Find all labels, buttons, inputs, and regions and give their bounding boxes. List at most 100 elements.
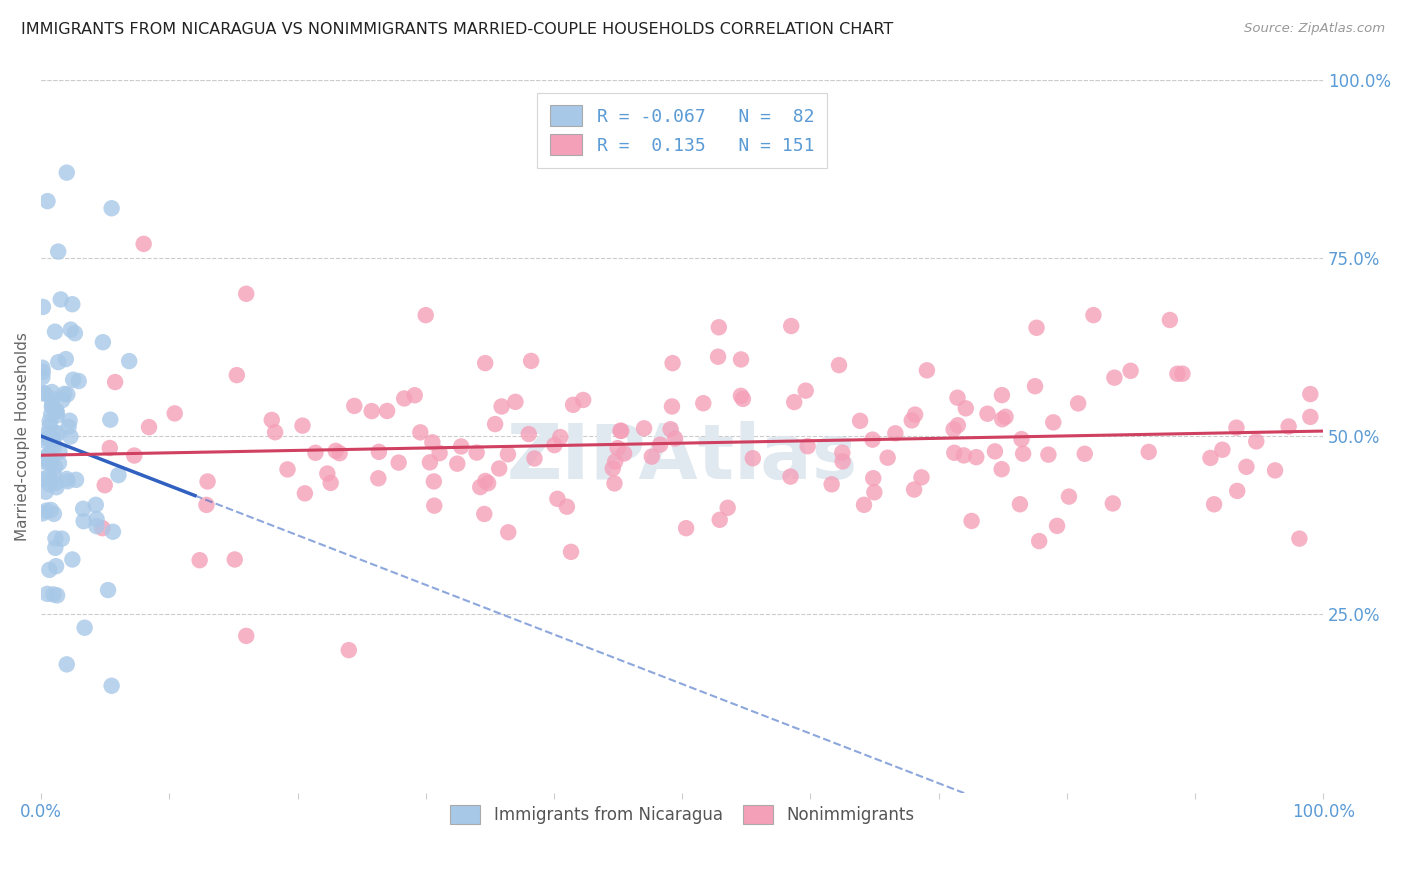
Point — [58, 419, 80, 434]
Point — [422, 435, 444, 450]
Point — [59, 323, 82, 337]
Point — [31, 370, 53, 384]
Point — [31, 365, 53, 379]
Point — [661, 400, 683, 414]
Point — [943, 446, 966, 460]
Point — [37, 448, 59, 462]
Point — [613, 446, 636, 460]
Point — [707, 320, 730, 334]
Point — [360, 404, 382, 418]
Point — [1024, 379, 1046, 393]
Point — [44, 425, 66, 440]
Point — [409, 425, 432, 440]
Point — [1278, 419, 1301, 434]
Point — [1137, 445, 1160, 459]
Point — [51, 532, 73, 546]
Point — [955, 401, 977, 416]
Point — [107, 468, 129, 483]
Point — [48, 456, 70, 470]
Point — [1202, 497, 1225, 511]
Point — [316, 467, 339, 481]
Point — [51, 393, 73, 408]
Point — [1225, 420, 1247, 434]
Point — [93, 478, 115, 492]
Point — [602, 461, 624, 475]
Point — [641, 450, 664, 464]
Point — [291, 418, 314, 433]
Point — [605, 454, 627, 468]
Point — [609, 424, 631, 438]
Point — [42, 507, 65, 521]
Point — [337, 643, 360, 657]
Point — [884, 426, 907, 441]
Point — [821, 477, 844, 491]
Point — [84, 498, 107, 512]
Point — [546, 491, 568, 506]
Point — [780, 318, 803, 333]
Point — [60, 297, 83, 311]
Point — [946, 418, 969, 433]
Point — [325, 443, 347, 458]
Point — [72, 501, 94, 516]
Point — [38, 563, 60, 577]
Point — [31, 360, 53, 375]
Point — [35, 456, 58, 470]
Point — [42, 433, 65, 447]
Point — [1038, 448, 1060, 462]
Point — [38, 448, 60, 462]
Point — [264, 425, 287, 440]
Point — [523, 451, 546, 466]
Point — [98, 441, 121, 455]
Point — [1101, 496, 1123, 510]
Point — [73, 621, 96, 635]
Point — [138, 420, 160, 434]
Point — [46, 244, 69, 259]
Point — [56, 475, 79, 489]
Point — [34, 452, 56, 467]
Point — [783, 395, 806, 409]
Point — [31, 507, 53, 521]
Point — [709, 513, 731, 527]
Point — [1042, 415, 1064, 429]
Point — [1012, 447, 1035, 461]
Legend: Immigrants from Nicaragua, Nonimmigrants: Immigrants from Nicaragua, Nonimmigrants — [440, 795, 924, 834]
Point — [794, 384, 817, 398]
Point — [633, 421, 655, 435]
Point — [991, 388, 1014, 402]
Point — [44, 459, 66, 474]
Point — [63, 326, 86, 341]
Point — [915, 363, 938, 377]
Point — [31, 472, 53, 486]
Point — [235, 629, 257, 643]
Text: ZIPAtlas: ZIPAtlas — [506, 421, 858, 495]
Point — [367, 471, 389, 485]
Point — [86, 519, 108, 533]
Point — [59, 429, 82, 443]
Point — [97, 582, 120, 597]
Point — [319, 475, 342, 490]
Point — [862, 471, 884, 485]
Point — [44, 325, 66, 339]
Point — [484, 417, 506, 431]
Point — [375, 404, 398, 418]
Point — [100, 201, 122, 215]
Point — [304, 446, 326, 460]
Point — [44, 532, 66, 546]
Point — [555, 500, 578, 514]
Point — [163, 406, 186, 420]
Point — [730, 352, 752, 367]
Point — [470, 480, 492, 494]
Point — [450, 440, 472, 454]
Point — [990, 462, 1012, 476]
Point — [831, 454, 853, 468]
Point — [48, 444, 70, 458]
Point — [603, 476, 626, 491]
Point — [496, 447, 519, 461]
Point — [984, 444, 1007, 458]
Point — [731, 392, 754, 406]
Point — [1083, 308, 1105, 322]
Point — [661, 356, 683, 370]
Point — [717, 500, 740, 515]
Point — [692, 396, 714, 410]
Point — [994, 409, 1017, 424]
